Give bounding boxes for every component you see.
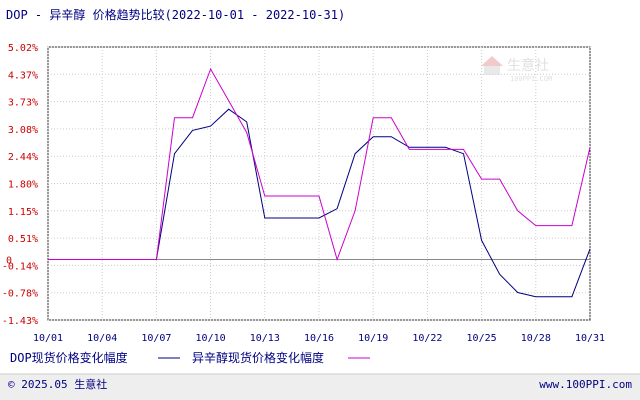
series-lines [48,67,591,298]
y-tick-label: 0.51% [8,234,38,245]
x-tick-label: 10/31 [575,333,605,344]
watermark-text: 生意社 [507,57,549,74]
watermark-url: 100PPI.COM [510,75,552,83]
x-tick-label: 10/19 [358,333,388,344]
series-line-2eh [48,67,591,262]
y-tick-label: 4.37% [8,70,38,81]
x-tick-label: 10/07 [141,333,171,344]
y-zero-label: 0 [6,255,12,266]
legend-label-2eh: 异辛醇现货价格变化幅度 [192,350,324,365]
y-tick-label: 1.80% [8,180,38,191]
footer-bar [0,374,640,400]
x-tick-label: 10/10 [196,333,226,344]
x-axis-tick-labels: 10/01 10/04 10/07 10/10 10/13 10/16 10/19 10/22… [33,333,605,344]
y-tick-label: -0.78% [2,289,38,300]
x-tick-label: 10/25 [467,333,497,344]
y-tick-label: -0.14% [2,261,38,272]
legend-label-dop: DOP现货价格变化幅度 [10,350,128,365]
y-tick-label: 1.15% [8,207,38,218]
y-tick-label: 5.02% [8,43,38,54]
x-tick-label: 10/16 [304,333,334,344]
y-tick-label: 3.73% [8,98,38,109]
chart-title: DOP - 异辛醇 价格趋势比较(2022-10-01 - 2022-10-31… [6,7,345,22]
y-tick-label: 3.08% [8,125,38,136]
x-tick-label: 10/04 [87,333,117,344]
x-tick-label: 10/22 [412,333,442,344]
x-tick-label: 10/28 [521,333,551,344]
x-tick-label: 10/13 [250,333,280,344]
grid-lines [47,46,591,321]
x-tick-label: 10/01 [33,333,63,344]
watermark-logo: 生意社 100PPI.COM [481,56,552,83]
y-tick-label: -1.43% [2,316,38,327]
y-axis-tick-labels: 5.02% 4.37% 3.73% 3.08% 2.44% 1.80% 1.15% 0.51%… [2,43,38,327]
footer-copyright: © 2025.05 生意社 [8,377,107,391]
legend: DOP现货价格变化幅度 异辛醇现货价格变化幅度 [10,350,370,365]
y-tick-label: 2.44% [8,152,38,163]
footer-website[interactable]: www.100PPI.com [539,378,632,391]
